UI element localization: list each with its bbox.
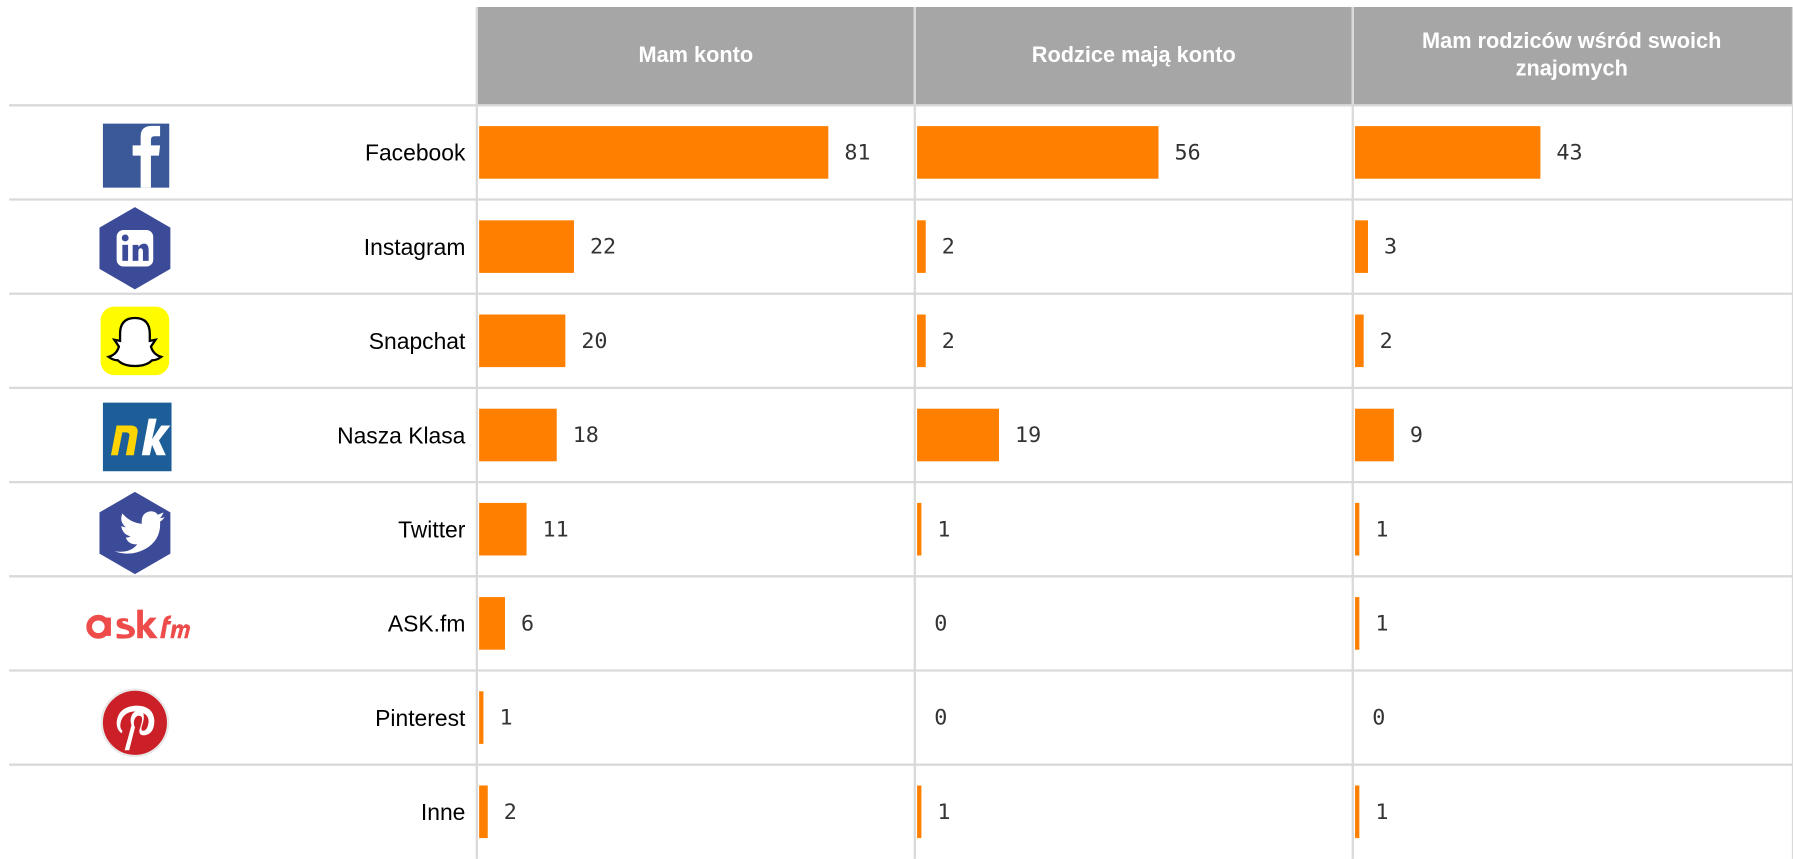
category-label: Nasza Klasa xyxy=(337,422,466,448)
value-label: 6 xyxy=(521,612,534,637)
bar xyxy=(479,314,566,368)
icon-pinterest-p xyxy=(116,705,155,751)
value-label: 11 xyxy=(543,517,569,542)
bar xyxy=(917,785,922,839)
value-label: 22 xyxy=(590,235,616,260)
icon-linkedin-i xyxy=(122,244,129,261)
bar xyxy=(479,408,557,462)
bar xyxy=(479,691,484,744)
icon-nk-k xyxy=(141,418,171,456)
value-label: 3 xyxy=(1384,235,1397,260)
bar xyxy=(479,220,574,273)
bar xyxy=(1355,597,1360,650)
bar xyxy=(1355,785,1360,839)
icon-pinterest xyxy=(100,688,170,758)
icon-facebook-glyph xyxy=(132,125,161,188)
value-label: 43 xyxy=(1556,141,1582,166)
bar xyxy=(479,785,488,839)
value-label: 1 xyxy=(499,706,512,731)
bar xyxy=(917,220,926,273)
value-label: 9 xyxy=(1410,423,1423,448)
category-label: Inne xyxy=(421,799,465,825)
category-label: Facebook xyxy=(365,140,466,166)
value-label: 2 xyxy=(1380,329,1393,354)
icon-linkedin-n xyxy=(132,243,149,261)
value-label: 1 xyxy=(1375,800,1388,825)
category-label: ASK.fm xyxy=(388,611,466,637)
bar xyxy=(917,502,922,556)
icon-linkedin-dot xyxy=(121,234,129,242)
bar xyxy=(917,126,1159,179)
value-label: 0 xyxy=(934,706,947,731)
value-label: 0 xyxy=(934,612,947,637)
header-band xyxy=(476,6,1793,106)
value-label: 1 xyxy=(1375,517,1388,542)
bar xyxy=(1355,126,1541,179)
value-label: 2 xyxy=(942,329,955,354)
value-label: 56 xyxy=(1175,141,1201,166)
icon-snapchat-ghost xyxy=(106,316,164,368)
category-label: Snapchat xyxy=(369,328,466,354)
series-name: Mam konto xyxy=(638,43,754,68)
header-cell: Mam konto xyxy=(638,43,754,68)
value-label: 2 xyxy=(504,800,517,825)
bar xyxy=(479,597,505,650)
value-label: 1 xyxy=(937,517,950,542)
value-label: 0 xyxy=(1372,706,1385,731)
value-label: 2 xyxy=(942,235,955,260)
value-label: 20 xyxy=(581,329,607,354)
value-label: 18 xyxy=(573,423,599,448)
value-label: 1 xyxy=(1375,612,1388,637)
value-label: 19 xyxy=(1015,423,1041,448)
category-label: Instagram xyxy=(364,234,466,260)
bar xyxy=(479,126,829,179)
header-cell: Mam rodziców wśród swoich znajomych xyxy=(1422,29,1722,82)
icons xyxy=(86,123,191,758)
value-label: 1 xyxy=(937,800,950,825)
header-cell: Rodzice mają konto xyxy=(1031,43,1236,68)
bar xyxy=(1355,408,1394,462)
category-label: Twitter xyxy=(398,517,466,543)
bar xyxy=(917,408,999,462)
bar xyxy=(479,502,527,556)
bar xyxy=(1355,502,1360,556)
category-label: Pinterest xyxy=(375,705,466,731)
bar xyxy=(917,314,926,368)
value-label: 81 xyxy=(844,141,870,166)
series-name: Mam rodziców wśród swoich znajomych xyxy=(1422,29,1722,82)
bar xyxy=(1355,314,1364,368)
icon-twitter-bird xyxy=(114,511,165,554)
icon-nk-n xyxy=(110,425,138,456)
icon-askfm xyxy=(86,609,191,639)
series-name: Rodzice mają konto xyxy=(1031,43,1236,68)
bar xyxy=(1355,220,1368,273)
